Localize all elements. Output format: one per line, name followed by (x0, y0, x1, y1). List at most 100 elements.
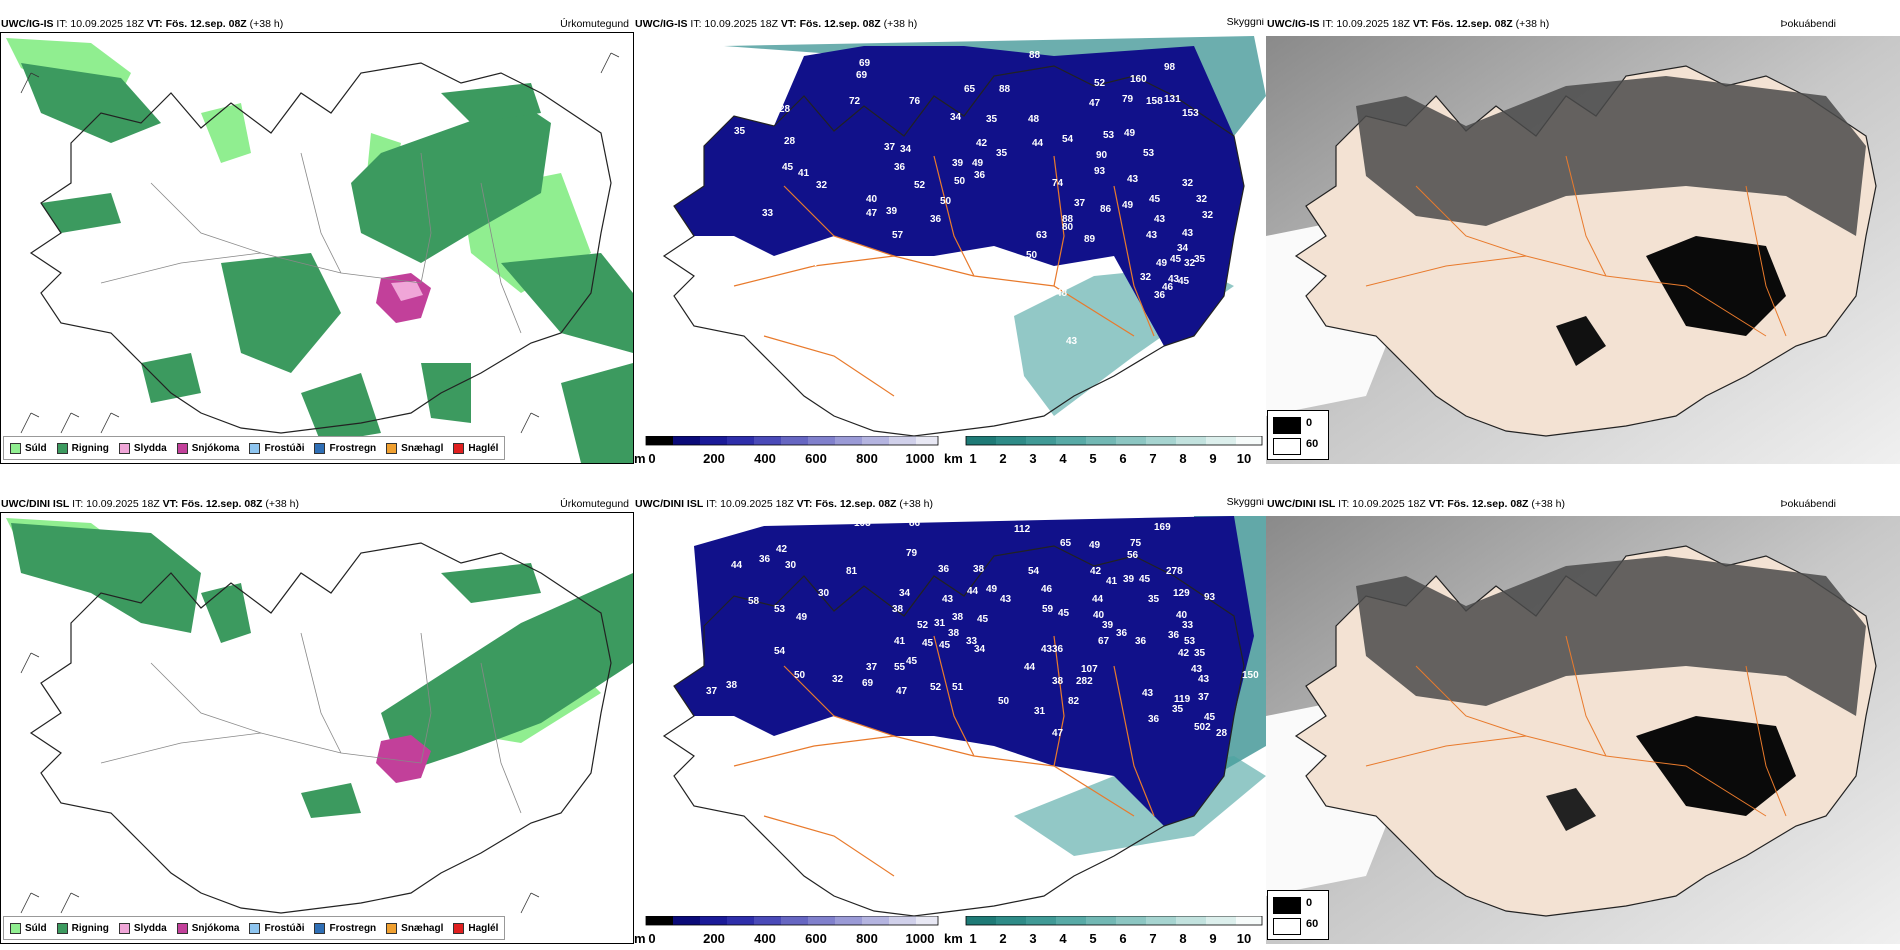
fog-key-high: 60 (1306, 438, 1319, 450)
cloud-label: 47 (896, 686, 908, 697)
cloud-label: 502 (1194, 722, 1211, 733)
cloud-label: 65 (964, 84, 976, 95)
cloud-label: 38 (952, 612, 964, 623)
ceiling-unit: m (634, 931, 646, 944)
cloud-label: 36 (1168, 630, 1180, 641)
cloud-label: 32 (1196, 194, 1208, 205)
legend-item: Frostúði (249, 922, 304, 934)
cloud-label: 45 (922, 638, 934, 649)
panel-name: Þokuábendi (1780, 18, 1836, 30)
cloud-label: 36 (930, 214, 942, 225)
cloud-label: 36 (1154, 290, 1166, 301)
legend-item: Snjókoma (176, 922, 239, 934)
cloud-label: 160 (1130, 74, 1147, 85)
cloud-label: 35 (1172, 704, 1184, 715)
cloud-label: 37 (884, 142, 896, 153)
cloud-label: 76 (894, 262, 906, 273)
cloud-label: 40 (1176, 610, 1188, 621)
cloud-label: 52 (1094, 78, 1106, 89)
cloud-label: 34 (899, 588, 911, 599)
tick-label: 0 (648, 451, 656, 464)
fog-key: 0 60 (1267, 410, 1329, 460)
cloud-label: 44 (1032, 138, 1044, 149)
visibility-colorbar: km 1 2 3 4 5 6 7 8 9 10 (944, 916, 1266, 944)
cloud-label: 40 (866, 194, 878, 205)
visibility-colorbar: km 1 2 3 4 5 6 7 8 9 10 (944, 436, 1266, 464)
precip-panel-row2: UWC/DINI ISL IT: 10.09.2025 18Z VT: Fös.… (0, 498, 634, 944)
ceiling-unit: m (634, 451, 646, 464)
legend-item: Rigning (56, 442, 109, 454)
ceiling-colorbar: m 0 200 400 600 800 1000 (634, 436, 944, 464)
legend-item: Rigning (56, 922, 109, 934)
cloud-label: 98 (1164, 62, 1176, 73)
tick-label: 8 (1179, 931, 1187, 944)
cloud-label: 35 (744, 86, 756, 97)
cloud-label: 76 (909, 96, 921, 107)
tick-label: 6 (1119, 451, 1127, 464)
precip-legend: Súld Rigning Slydda Snjókoma Frostúði Fr… (3, 916, 506, 940)
cloud-label: 53 (774, 604, 786, 615)
panel-name: Þokuábendi (1780, 498, 1836, 510)
ceiling-ticks: m 0 200 400 600 800 1000 (634, 931, 944, 944)
cloud-label: 35 (996, 148, 1008, 159)
cloud-label: 53 (1143, 148, 1155, 159)
ceiling-colorbar: m 0 200 400 600 800 1000 (634, 916, 944, 944)
legend-item: Súld (10, 922, 47, 934)
cloud-label: 44 (1092, 594, 1104, 605)
tick-label: 800 (856, 451, 878, 464)
tick-label: 1000 (905, 931, 935, 944)
cloud-label: 36 (894, 162, 906, 173)
ceiling-gradient (645, 436, 939, 446)
cloud-label: 39 (886, 206, 898, 217)
vis-ticks: km 1 2 3 4 5 6 7 8 9 10 (944, 451, 1266, 464)
cloud-label: 37 (1198, 692, 1210, 703)
cloud-label: 44 (967, 586, 979, 597)
cloud-label: 36 (1116, 628, 1128, 639)
legend-item: Slydda (118, 922, 167, 934)
fog-map (1266, 36, 1900, 464)
tick-label: 10 (1236, 451, 1252, 464)
cloud-label: 74 (1052, 178, 1064, 189)
cloud-label: 47 (808, 258, 820, 269)
cloud-label: 50 (1026, 250, 1038, 261)
cloud-label: 57 (988, 248, 1000, 259)
cloud-label: 35 (1148, 594, 1160, 605)
cloud-label: 31 (934, 618, 946, 629)
tick-label: 8 (1179, 451, 1187, 464)
precip-panel-row1: UWC/IG-IS IT: 10.09.2025 18Z VT: Fös. 12… (0, 18, 634, 464)
cloud-label: 28 (1216, 728, 1228, 739)
cloud-label: 43 (1041, 644, 1053, 655)
cloud-label: 42 (776, 544, 788, 555)
cloud-label: 36 (938, 564, 950, 575)
ceiling-gradient (645, 916, 939, 926)
cloud-label: 44 (1024, 662, 1036, 673)
cloud-label: 54 (774, 646, 786, 657)
cloud-label: 153 (1182, 108, 1199, 119)
cloud-label: 49 (1122, 200, 1134, 211)
vis-ticks: km 1 2 3 4 5 6 7 8 9 10 (944, 931, 1266, 944)
cloud-label: 54 (1028, 566, 1040, 577)
cloud-label: 88 (1062, 214, 1074, 225)
clouds-panel-row2: UWC/DINI ISL IT: 10.09.2025 18Z VT: Fös.… (634, 498, 1266, 944)
cloud-label: 57 (892, 230, 904, 241)
cloud-label: 48 (908, 340, 920, 351)
cloud-label: 38 (948, 628, 960, 639)
panel-title: UWC/IG-IS IT: 10.09.2025 18Z VT: Fös. 12… (1, 18, 284, 30)
cloud-label: 86 (909, 518, 921, 529)
tick-label: 6 (1119, 931, 1127, 944)
cloud-label: 47 (866, 208, 878, 219)
cloud-label: 41 (798, 168, 810, 179)
cloud-label: 34 (1177, 243, 1189, 254)
cloud-label: 93 (1094, 166, 1106, 177)
cloud-label: 79 (1122, 94, 1134, 105)
cloud-label: 45 (1058, 608, 1070, 619)
clouds-map: 88 69 69 98 160 52 72 76 65 88 35 40 33 … (634, 36, 1266, 436)
cloud-label: 35 (734, 126, 746, 137)
vis-unit: km (944, 931, 963, 944)
cloud-label: 41 (1106, 576, 1118, 587)
clouds-panel-row1: UWC/IG-IS IT: 10.09.2025 18Z VT: Fös. 12… (634, 18, 1266, 464)
tick-label: 400 (754, 931, 776, 944)
cloud-label: 65 (1060, 538, 1072, 549)
cloud-label: 69 (856, 70, 868, 81)
legend-item: Haglél (453, 442, 498, 454)
